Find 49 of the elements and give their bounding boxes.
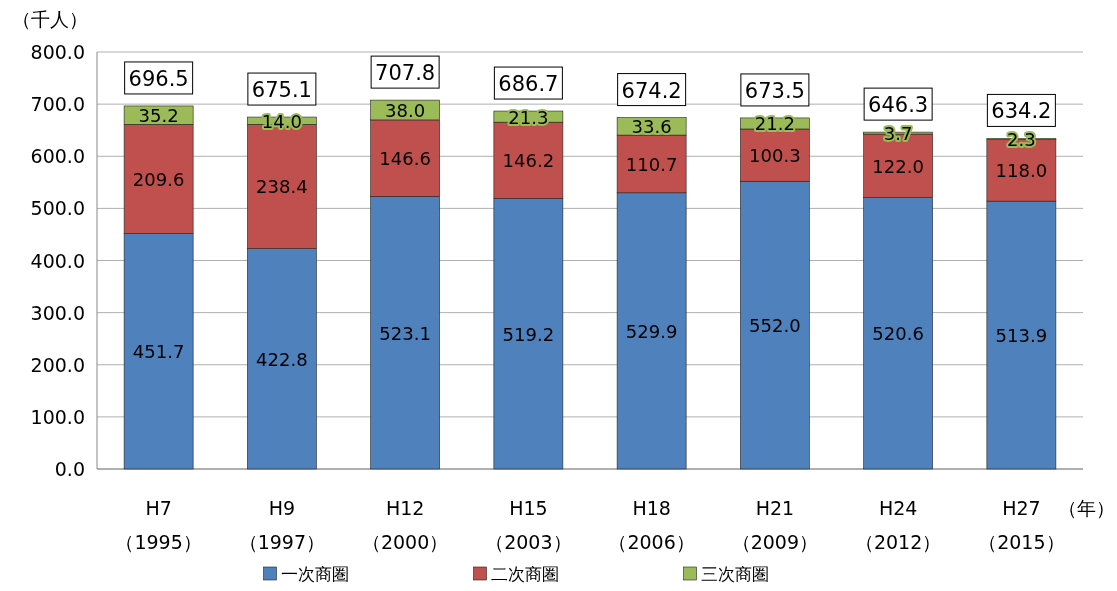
data-label: 146.2 bbox=[502, 150, 555, 172]
data-label: 209.6 bbox=[132, 168, 185, 190]
y-tick-label: 700.0 bbox=[30, 93, 85, 116]
data-label: 529.9 bbox=[625, 320, 678, 342]
total-label: 646.3 bbox=[868, 93, 929, 118]
x-tick-label: H15 （2003） bbox=[485, 497, 572, 553]
data-label: 122.0 bbox=[872, 155, 924, 177]
legend-label: 二次商圏 bbox=[490, 564, 559, 584]
x-tick-label: H7 （1995） bbox=[115, 497, 202, 553]
data-label: 552.0 bbox=[749, 315, 801, 337]
x-tick-label: H9 （1997） bbox=[238, 497, 326, 553]
data-label: 33.6 bbox=[631, 116, 672, 138]
total-label: 707.8 bbox=[375, 61, 436, 86]
x-tick-label: H12 （2000） bbox=[361, 497, 449, 553]
data-label: 523.1 bbox=[379, 322, 431, 344]
y-axis-title: （千人） bbox=[12, 8, 88, 30]
data-label: 451.7 bbox=[132, 341, 185, 363]
data-label: 38.0 bbox=[385, 100, 426, 122]
data-label: 100.3 bbox=[749, 145, 801, 167]
data-label: 110.7 bbox=[625, 153, 678, 175]
data-label: 513.9 bbox=[995, 325, 1048, 347]
y-tick-label: 0.0 bbox=[54, 458, 85, 480]
x-tick-label: H21 （2009） bbox=[731, 497, 819, 553]
data-label: 519.2 bbox=[502, 323, 555, 345]
total-label: 696.5 bbox=[128, 66, 189, 91]
data-label: 520.6 bbox=[872, 323, 924, 345]
y-tick-label: 400.0 bbox=[30, 249, 85, 272]
total-label: 673.5 bbox=[744, 78, 805, 103]
legend-label: 一次商圏 bbox=[280, 564, 349, 584]
data-label: 21.2 bbox=[754, 113, 795, 135]
y-tick-label: 200.0 bbox=[30, 353, 85, 376]
data-label: 118.0 bbox=[995, 160, 1048, 182]
legend-label: 三次商圏 bbox=[700, 564, 769, 584]
x-tick-label: H24 （2012） bbox=[854, 497, 942, 553]
data-label: 146.6 bbox=[379, 148, 431, 170]
data-label: 238.4 bbox=[256, 176, 308, 198]
total-label: 675.1 bbox=[251, 78, 312, 103]
y-tick-label: 100.0 bbox=[30, 405, 85, 428]
total-label: 674.2 bbox=[621, 78, 682, 103]
x-tick-label: H18 （2006） bbox=[608, 497, 695, 553]
data-label: 35.2 bbox=[138, 105, 179, 127]
y-tick-label: 500.0 bbox=[30, 197, 85, 220]
y-tick-label: 600.0 bbox=[30, 145, 85, 168]
y-tick-label: 300.0 bbox=[30, 301, 85, 324]
y-tick-label: 800.0 bbox=[30, 41, 85, 63]
data-label: 422.8 bbox=[256, 348, 308, 370]
data-label: 21.3 bbox=[508, 106, 549, 128]
total-label: 686.7 bbox=[498, 72, 559, 97]
total-label: 634.2 bbox=[991, 99, 1052, 124]
